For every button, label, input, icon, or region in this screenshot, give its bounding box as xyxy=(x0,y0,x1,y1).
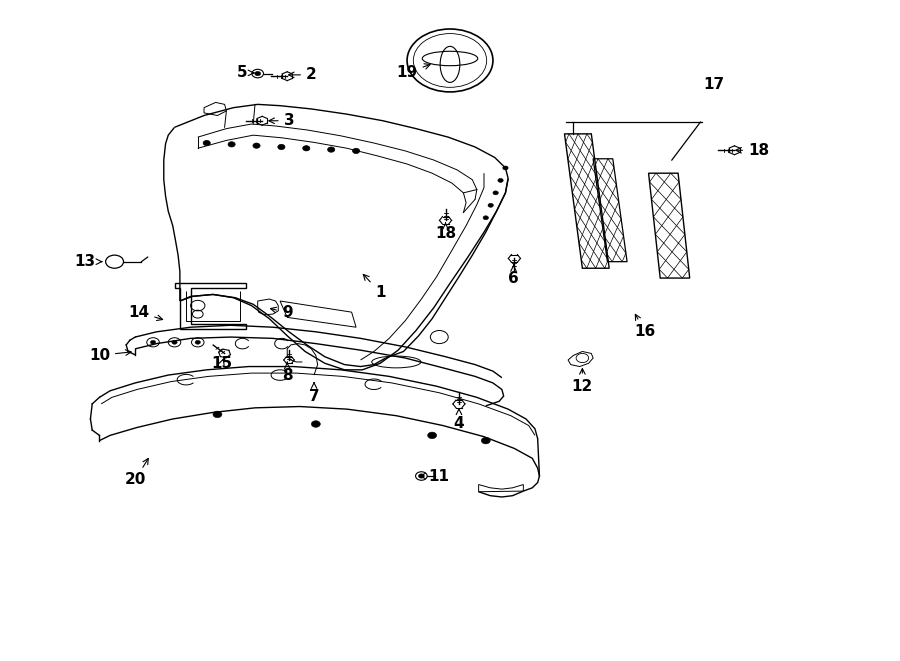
Circle shape xyxy=(255,71,261,76)
Text: 16: 16 xyxy=(634,315,655,339)
Text: 9: 9 xyxy=(271,305,292,321)
Circle shape xyxy=(353,148,360,153)
Circle shape xyxy=(311,421,320,427)
Text: 11: 11 xyxy=(420,469,450,483)
Text: 8: 8 xyxy=(282,362,292,383)
Text: 19: 19 xyxy=(397,63,430,81)
Text: 17: 17 xyxy=(703,77,724,92)
Circle shape xyxy=(498,178,503,182)
Text: 20: 20 xyxy=(124,459,148,487)
Circle shape xyxy=(428,432,436,439)
Circle shape xyxy=(488,204,493,208)
Circle shape xyxy=(482,438,490,444)
Circle shape xyxy=(228,141,235,147)
Circle shape xyxy=(253,143,260,148)
Circle shape xyxy=(503,166,508,170)
Circle shape xyxy=(328,147,335,152)
Circle shape xyxy=(483,215,489,219)
Text: 3: 3 xyxy=(269,113,294,128)
Text: 15: 15 xyxy=(212,356,232,371)
Text: 18: 18 xyxy=(435,223,456,241)
Text: 2: 2 xyxy=(289,67,317,83)
Circle shape xyxy=(278,144,285,149)
Text: 4: 4 xyxy=(454,409,464,431)
Circle shape xyxy=(493,191,499,195)
Text: 12: 12 xyxy=(572,369,593,394)
Circle shape xyxy=(203,140,211,145)
Circle shape xyxy=(172,340,177,344)
Circle shape xyxy=(418,474,424,478)
Text: 7: 7 xyxy=(309,383,320,404)
Text: 13: 13 xyxy=(75,254,102,269)
Circle shape xyxy=(213,411,222,418)
Text: 14: 14 xyxy=(128,305,163,321)
Text: 6: 6 xyxy=(508,265,519,286)
Circle shape xyxy=(150,340,156,344)
Circle shape xyxy=(302,145,310,151)
Text: 1: 1 xyxy=(364,274,385,300)
Circle shape xyxy=(195,340,201,344)
Text: 10: 10 xyxy=(89,348,131,363)
Text: 18: 18 xyxy=(736,143,770,158)
Text: 5: 5 xyxy=(238,65,254,81)
